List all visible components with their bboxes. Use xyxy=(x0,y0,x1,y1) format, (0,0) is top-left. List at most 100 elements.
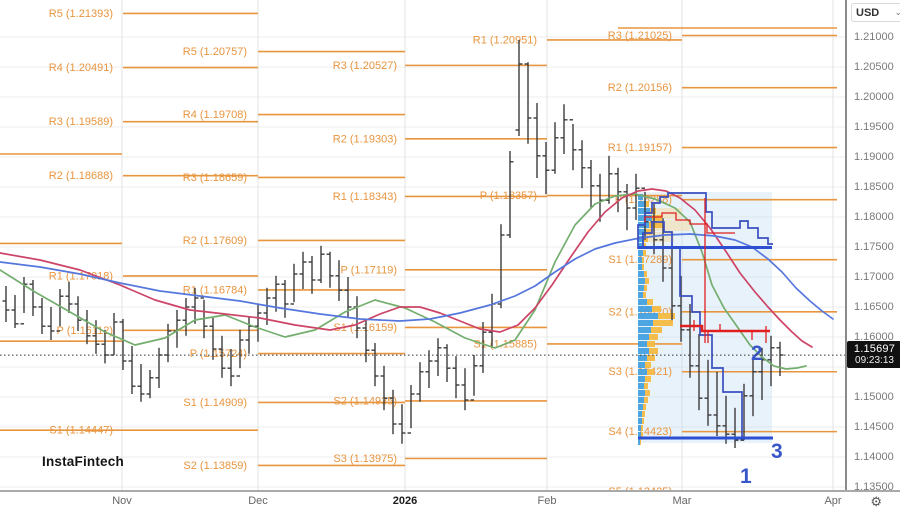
month-label-Dec: Dec xyxy=(248,495,268,507)
ohlc-bar xyxy=(776,341,784,376)
volume-profile-bar xyxy=(638,390,645,396)
volume-profile-tail xyxy=(646,201,649,207)
volume-profile-tail xyxy=(645,390,650,396)
volume-profile-tail xyxy=(644,285,647,291)
volume-profile-bar xyxy=(638,208,650,214)
instrument-selector-label: USD xyxy=(856,6,880,19)
pivot-label-dec-R5: R5 (1.20757) xyxy=(183,46,247,58)
pivot-label-dec-S2: S2 (1.13859) xyxy=(183,460,247,472)
ohlc-bar xyxy=(272,275,280,312)
ohlc-bar xyxy=(362,320,370,363)
volume-profile-tail xyxy=(643,292,646,298)
ma-mid-crimson xyxy=(0,188,813,348)
settings-gear-icon[interactable]: ⚙ xyxy=(870,494,882,509)
ohlc-bar xyxy=(335,260,343,301)
volume-profile-bar xyxy=(638,194,643,200)
pivot-label-jan-R1: R1 (1.18343) xyxy=(333,191,397,203)
volume-profile-bar xyxy=(638,327,651,333)
ohlc-bar xyxy=(47,307,55,340)
time-axis[interactable]: ⚙ Nov Dec 2026 Feb Mar Apr xyxy=(0,490,900,510)
price-axis[interactable]: USD ⌄ 1.15697 09:23:13 1.21000 1.20500 1.2… xyxy=(845,0,900,493)
month-label-Feb: Feb xyxy=(537,495,557,507)
ohlc-bar xyxy=(668,242,676,321)
volume-profile-tail xyxy=(642,411,645,417)
price-tick-label: 1.17000 xyxy=(854,271,894,283)
volume-profile-tail xyxy=(645,376,651,382)
ohlc-bar xyxy=(677,275,685,342)
price-tick-label: 1.19500 xyxy=(854,121,894,133)
ohlc-bar xyxy=(254,304,262,342)
ohlc-bar xyxy=(713,371,721,436)
pivot-label-mar-S5: S5 (1.13425) xyxy=(608,486,672,490)
price-tick-label: 1.18500 xyxy=(854,181,894,193)
profile-value-area xyxy=(644,232,674,242)
chart-plot-area[interactable]: R5 (1.21393) R4 (1.20491) R3 (1.19589) R2 (… xyxy=(0,0,845,490)
wave-number-1: 1 xyxy=(740,465,752,488)
volume-profile-bar xyxy=(638,334,649,340)
ohlc-bar xyxy=(587,160,595,208)
ohlc-bar xyxy=(128,346,136,394)
ohlc-bar xyxy=(317,245,325,283)
ohlc-bar xyxy=(569,119,577,171)
ohlc-bar xyxy=(614,167,622,213)
ohlc-bar xyxy=(380,365,388,411)
ohlc-bar xyxy=(551,122,559,174)
volume-profile-bar xyxy=(638,229,646,235)
ohlc-bar xyxy=(308,256,316,294)
volume-profile-bar xyxy=(638,362,645,368)
volume-profile-bar xyxy=(638,383,644,389)
ohlc-bar xyxy=(65,281,73,313)
pivot-label-jan-R2: R2 (1.19303) xyxy=(333,133,397,145)
volume-profile-tail xyxy=(641,432,643,438)
ohlc-bar xyxy=(731,407,739,448)
price-tick-label: 1.15000 xyxy=(854,391,894,403)
volume-profile-tail xyxy=(649,348,658,354)
ohlc-bar xyxy=(398,404,406,444)
ohlc-bar xyxy=(299,251,307,289)
volume-profile-tail xyxy=(642,257,644,263)
pivot-label-nov-R4: R4 (1.20491) xyxy=(49,62,113,74)
volume-profile-tail xyxy=(658,313,675,319)
profile-value-area xyxy=(644,220,690,231)
pivot-label-dec-P: P (1.15724) xyxy=(190,348,247,360)
volume-profile-tail xyxy=(644,236,648,242)
ohlc-bar xyxy=(290,263,298,305)
price-tick-label: 1.19000 xyxy=(854,151,894,163)
volume-profile-bar xyxy=(638,320,653,326)
ohlc-bar xyxy=(281,280,289,318)
price-tick-label: 1.20000 xyxy=(854,91,894,103)
volume-profile-bar xyxy=(638,285,644,291)
volume-profile-bar xyxy=(638,439,640,445)
chevron-down-icon: ⌄ xyxy=(894,7,900,17)
ohlc-bar xyxy=(209,317,217,360)
volume-profile-bar xyxy=(638,264,642,270)
ohlc-bar xyxy=(704,359,712,426)
volume-profile-tail xyxy=(644,397,648,403)
pivot-label-feb-R1: R1 (1.20951) xyxy=(473,34,537,46)
volume-profile-tail xyxy=(643,404,646,410)
volume-profile-tail xyxy=(652,306,661,312)
volume-profile-bar xyxy=(638,313,658,319)
volume-profile-tail xyxy=(641,425,643,431)
red-annotation-line xyxy=(644,212,735,234)
pivot-label-mar-R3: R3 (1.21025) xyxy=(608,30,672,42)
instrument-selector[interactable]: USD ⌄ xyxy=(851,3,900,22)
ohlc-bar xyxy=(101,329,109,364)
ohlc-bar xyxy=(434,338,442,376)
volume-profile-bar xyxy=(638,376,645,382)
volume-profile-tail xyxy=(651,327,662,333)
instafintech-logo: InstaFintech xyxy=(42,454,124,469)
volume-profile-bar xyxy=(638,425,641,431)
volume-profile-bar xyxy=(638,369,647,375)
ohlc-bar xyxy=(416,362,424,402)
volume-profile-bar xyxy=(638,278,645,284)
ohlc-bar xyxy=(632,173,640,220)
volume-profile-tail xyxy=(649,222,662,228)
pivot-label-nov-S1: S1 (1.14447) xyxy=(49,425,113,437)
ohlc-bar xyxy=(155,347,163,388)
volume-profile-bar xyxy=(638,355,647,361)
volume-profile-tail xyxy=(644,383,648,389)
ohlc-bar xyxy=(389,389,397,435)
ohlc-bar xyxy=(524,62,532,144)
ohlc-bar xyxy=(236,329,244,377)
